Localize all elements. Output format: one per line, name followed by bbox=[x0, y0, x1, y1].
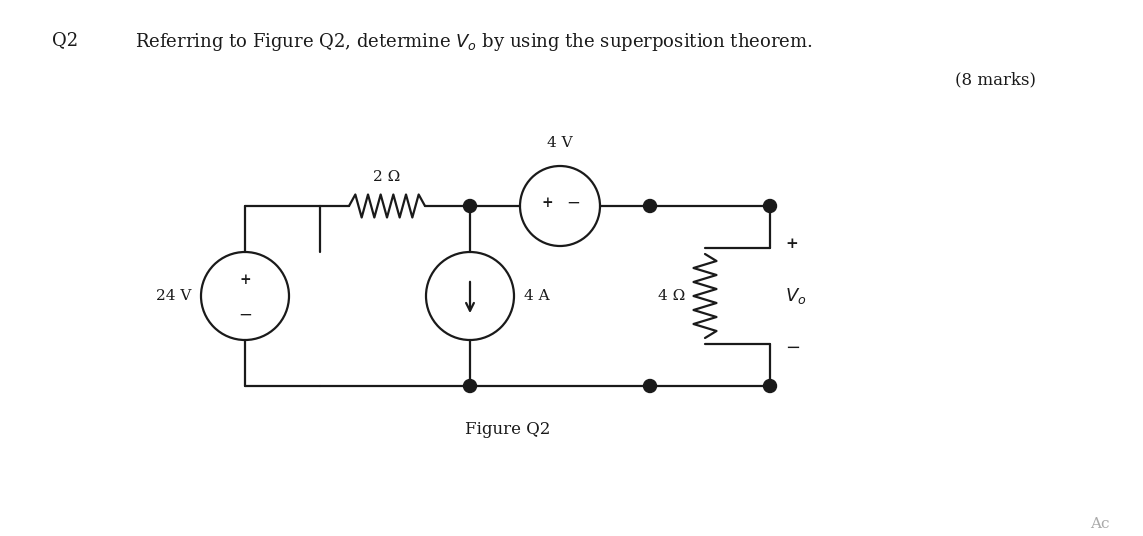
Text: +: + bbox=[785, 237, 798, 251]
Circle shape bbox=[764, 379, 776, 392]
Text: −: − bbox=[566, 195, 580, 212]
Text: Ac: Ac bbox=[1090, 517, 1110, 531]
Circle shape bbox=[644, 199, 656, 212]
Text: +: + bbox=[541, 196, 553, 210]
Text: +: + bbox=[239, 273, 250, 287]
Circle shape bbox=[644, 379, 656, 392]
Text: $V_o$: $V_o$ bbox=[785, 286, 807, 306]
Text: 4 A: 4 A bbox=[523, 289, 550, 303]
Text: 4 Ω: 4 Ω bbox=[657, 289, 685, 303]
Text: Figure Q2: Figure Q2 bbox=[465, 421, 550, 438]
Text: (8 marks): (8 marks) bbox=[956, 71, 1036, 88]
Text: Referring to Figure Q2, determine $V_o$ by using the superposition theorem.: Referring to Figure Q2, determine $V_o$ … bbox=[135, 31, 813, 53]
Circle shape bbox=[464, 379, 477, 392]
Text: −: − bbox=[238, 307, 251, 324]
Text: −: − bbox=[785, 339, 800, 357]
Text: Q2: Q2 bbox=[51, 31, 78, 49]
Text: 24 V: 24 V bbox=[155, 289, 191, 303]
Circle shape bbox=[764, 199, 776, 212]
Text: 4 V: 4 V bbox=[547, 136, 573, 150]
Text: 2 Ω: 2 Ω bbox=[374, 170, 401, 184]
Circle shape bbox=[464, 199, 477, 212]
